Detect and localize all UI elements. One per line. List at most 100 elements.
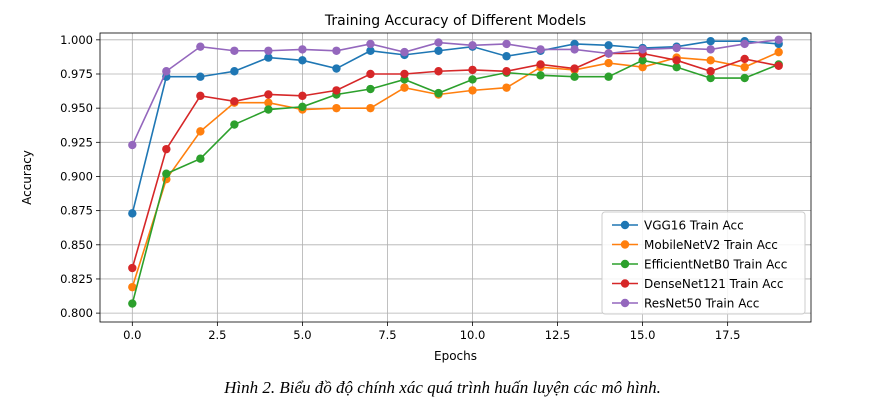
data-point [400, 47, 409, 57]
legend-label: DenseNet121 Train Acc [644, 277, 783, 291]
data-point [264, 90, 273, 99]
data-point [196, 154, 205, 163]
data-point [196, 127, 205, 136]
data-point [400, 69, 409, 79]
x-tick-label: 5.0 [293, 328, 311, 342]
data-point [740, 73, 749, 83]
y-tick-label: 0.850 [60, 238, 93, 252]
data-point [162, 169, 171, 178]
series-group [128, 35, 783, 308]
data-point [366, 39, 375, 49]
data-point [366, 103, 375, 113]
data-point [366, 84, 375, 94]
legend-label: EfficientNetB0 Train Acc [644, 258, 787, 272]
data-point [706, 73, 715, 83]
series-line [131, 59, 779, 304]
data-point [196, 91, 205, 101]
data-point [706, 36, 715, 46]
data-point [740, 62, 749, 72]
x-tick-label: 0.0 [123, 328, 141, 342]
y-axis-label: Accuracy [20, 150, 34, 205]
x-tick-label: 17.5 [715, 328, 741, 342]
data-point [128, 282, 137, 292]
data-point [672, 43, 681, 53]
data-point [332, 86, 341, 95]
legend-swatch-marker [620, 298, 630, 308]
data-point [434, 38, 443, 47]
data-point [128, 299, 137, 308]
data-point [502, 83, 511, 92]
data-point [638, 45, 647, 54]
data-point [740, 54, 749, 64]
data-point [366, 46, 375, 55]
x-tick-label: 15.0 [630, 328, 656, 342]
series-line [131, 39, 779, 146]
data-point [230, 97, 239, 106]
data-point [706, 45, 715, 54]
data-point [332, 46, 341, 55]
data-point [264, 46, 273, 55]
y-tick-label: 0.825 [60, 272, 93, 286]
data-point [604, 41, 613, 50]
data-point [230, 120, 239, 129]
axis-ticks: 0.0 2.5 5.0 7.5 10.0 12.5 15.0 17.5 0.800 0.825 0.… [60, 33, 740, 342]
data-point [502, 52, 511, 61]
figure-caption: Hình 2. Biểu đồ độ chính xác quá trình h… [224, 378, 661, 397]
legend-swatch-marker [620, 279, 630, 288]
legend-label: MobileNetV2 Train Acc [644, 238, 778, 252]
data-point [604, 49, 613, 58]
data-point [162, 67, 171, 76]
series-4 [128, 35, 783, 150]
y-tick-label: 0.875 [60, 204, 93, 218]
legend-swatch-marker [620, 220, 630, 230]
data-point [400, 83, 409, 92]
data-point [468, 75, 477, 84]
data-point [366, 69, 375, 79]
y-tick-label: 0.925 [60, 135, 93, 149]
data-point [128, 140, 137, 150]
data-point [570, 45, 579, 54]
data-point [230, 67, 239, 76]
x-tick-label: 2.5 [208, 328, 226, 342]
data-point [740, 39, 749, 49]
data-point [638, 56, 647, 65]
data-point [230, 46, 239, 55]
legend: VGG16 Train Acc MobileNetV2 Train Acc Effi… [601, 211, 806, 315]
data-point [468, 86, 477, 95]
data-point [128, 209, 137, 218]
data-point [196, 72, 205, 81]
data-point [706, 56, 715, 65]
x-tick-label: 12.5 [545, 328, 571, 342]
data-point [298, 102, 307, 111]
data-point [298, 91, 307, 101]
data-point [638, 62, 647, 72]
data-point [706, 67, 715, 76]
legend-swatch-marker [620, 259, 630, 269]
data-point [570, 72, 579, 81]
x-tick-label: 7.5 [378, 328, 396, 342]
series-line [131, 40, 779, 214]
data-point [298, 56, 307, 65]
plot-frame [99, 32, 812, 323]
data-point [604, 72, 613, 81]
data-point [468, 65, 477, 75]
data-point [434, 46, 443, 55]
y-tick-label: 0.975 [60, 67, 93, 81]
data-point [536, 60, 545, 69]
data-point [774, 47, 783, 57]
data-point [502, 67, 511, 76]
y-tick-label: 0.950 [60, 101, 93, 115]
data-point [604, 58, 613, 68]
data-point [298, 45, 307, 54]
series-line [131, 52, 779, 269]
legend-swatch-marker [620, 240, 630, 249]
data-point [162, 144, 171, 154]
x-tick-label: 10.0 [460, 328, 486, 342]
data-point [434, 88, 443, 98]
data-point [264, 105, 273, 114]
y-tick-label: 0.800 [60, 306, 93, 320]
data-point [128, 263, 137, 273]
data-point [332, 64, 341, 73]
legend-label: VGG16 Train Acc [644, 219, 744, 233]
chart: 0.0 2.5 5.0 7.5 10.0 12.5 15.0 17.5 0.800 0.825 0.… [20, 13, 812, 363]
